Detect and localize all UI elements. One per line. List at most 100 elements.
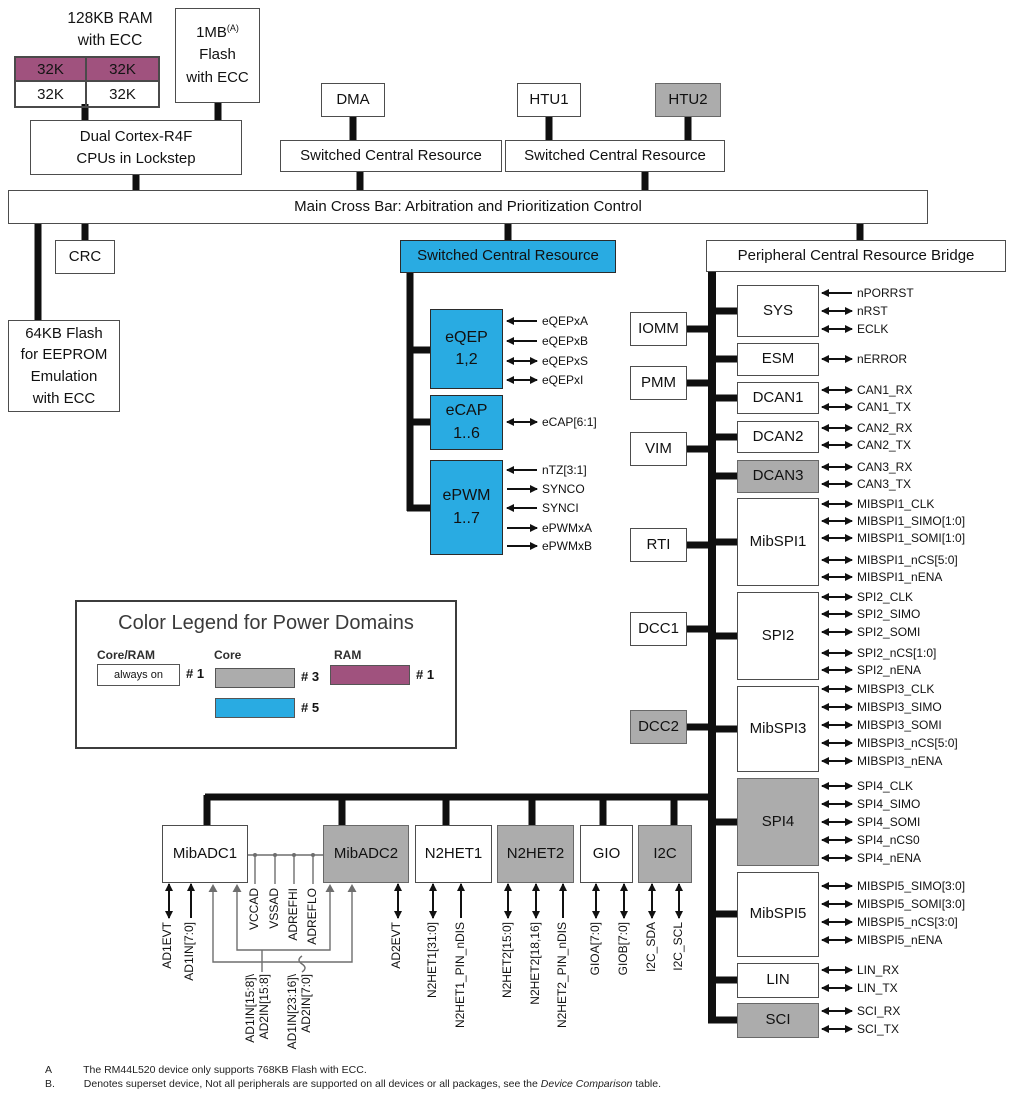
arrow-bidir-icon [822,324,852,334]
mibspi3-box: MibSPI3 [737,686,819,772]
signal-row: MIBSPI3_SIMO [822,700,942,714]
signal-label: ECLK [857,322,889,336]
signal-label: MIBSPI3_SIMO [857,700,942,714]
pin-label: GIOB[7:0] [616,922,630,976]
power-domain-legend: Color Legend for Power Domains Core/RAM … [75,600,457,749]
flash-line2: Flash [199,46,236,64]
rti-box: RTI [630,528,687,562]
pin-label: N2HET1[31:0] [425,922,439,999]
legend-gray-swatch [215,668,295,688]
dcc2-box: DCC2 [630,710,687,744]
arrow-bidir-icon [822,799,852,809]
arrow-bidir-icon [822,354,852,364]
legend-blue-swatch [215,698,295,718]
eqep-range: 1,2 [455,351,478,368]
bridge-box: Peripheral Central Resource Bridge [706,240,1006,272]
arrow-bidir-icon [507,417,537,427]
pin-label: AD2EVT [389,922,403,969]
legend-col-core-ram: Core/RAM [97,648,156,662]
signal-label: eCAP[6:1] [542,415,597,429]
signal-label: eQEPxS [542,354,589,368]
scr-right-box: Switched Central Resource [505,140,725,172]
scr-left-box: Switched Central Resource [280,140,502,172]
cpu-line2: CPUs in Lockstep [76,149,196,167]
crossbar-box: Main Cross Bar: Arbitration and Prioriti… [8,190,928,224]
signal-row: MIBSPI5_nCS[3:0] [822,915,958,929]
arrow-bidir-icon [822,835,852,845]
signal-label: SYNCI [542,501,579,515]
footnote-a-text: The RM44L520 device only supports 768KB … [83,1064,367,1076]
eqep-name: eQEP [445,328,488,346]
eqep-box: eQEP 1,2 [430,309,503,389]
htu2-box: HTU2 [655,83,721,117]
mibspi5-box: MibSPI5 [737,872,819,957]
legend-count-blue: # 5 [301,700,320,715]
pin-label: VCCAD [247,888,261,931]
signal-row: MIBSPI1_nCS[5:0] [822,553,958,567]
arrow-bidir-icon [822,1006,852,1016]
arrow-bidir-icon [822,738,852,748]
signal-label: MIBSPI1_SOMI[1:0] [857,531,966,545]
arrow-in-icon [507,336,537,346]
signal-label: nERROR [857,352,908,366]
n2het2-box: N2HET2 [497,825,574,883]
arrow-bidir-icon [822,572,852,582]
pin-label: GIOA[7:0] [588,922,602,976]
signal-row: MIBSPI1_SIMO[1:0] [822,514,965,528]
signal-label: SPI4_CLK [857,779,914,793]
arrow-bidir-icon [531,884,540,918]
mibadc1-box: MibADC1 [162,825,248,883]
pin-label: N2HET1_PIN_nDIS [453,922,467,1029]
signal-label: CAN1_TX [857,400,912,414]
signal-row: SPI4_CLK [822,779,914,793]
spi4-box: SPI4 [737,778,819,866]
n2het1-box: N2HET1 [415,825,492,883]
signal-row: CAN1_TX [822,400,912,414]
ecap-name: eCAP [445,402,488,420]
signal-label: MIBSPI3_CLK [857,682,935,696]
signal-label: SPI2_nENA [857,663,922,677]
arrow-out-icon [507,484,537,494]
signal-label: MIBSPI5_SIMO[3:0] [857,879,966,893]
arrow-bidir-icon [822,684,852,694]
pin-label: N2HET2[15:0] [500,922,514,999]
signal-row: eQEPxB [507,334,589,348]
arrow-in-icon [507,465,537,475]
arrow-bidir-icon [822,965,852,975]
pin-label: ADREFHI [286,888,300,941]
footnote-b-emphasis: Device Comparison [540,1078,633,1090]
signal-row: SCI_RX [822,1004,900,1018]
epwm-name: ePWM [442,487,491,505]
signal-row: CAN2_RX [822,421,912,435]
pin-label: AD2IN[15:8] [257,974,271,1040]
signal-row: LIN_RX [822,963,899,977]
signal-row: MIBSPI5_nENA [822,933,942,947]
signal-label: MIBSPI3_nENA [857,754,943,768]
arrow-bidir-icon [674,884,683,918]
signal-row: MIBSPI1_SOMI[1:0] [822,531,966,545]
pin-label: N2HET2[18,16] [528,922,542,1005]
arrow-bidir-icon [507,375,537,385]
arrow-bidir-icon [822,899,852,909]
arrow-bidir-icon [822,479,852,489]
flash-box: 1MB(A) Flash with ECC [175,8,260,103]
signal-label: eQEPxB [542,334,589,348]
esm-box: ESM [737,343,819,376]
ram-cell: 32K [16,58,87,82]
signal-label: eQEPxI [542,373,584,387]
arrow-bidir-icon [822,665,852,675]
signal-row: MIBSPI5_SOMI[3:0] [822,897,965,911]
arrow-in-icon [822,288,852,298]
pin-label: AD2IN[7:0] [299,974,313,1033]
footnote-b: B. Denotes superset device, Not all peri… [45,1078,661,1090]
legend-title: Color Legend for Power Domains [118,612,414,634]
signal-label: nRST [857,304,888,318]
flash-footnote-ref: (A) [226,22,239,33]
footnote-a-id: A [45,1064,52,1076]
arrow-bidir-icon [822,423,852,433]
signal-label: MIBSPI5_nCS[3:0] [857,915,958,929]
legend-count-gray: # 3 [301,669,320,684]
arrow-bidir-icon [428,884,437,918]
signal-row: CAN3_TX [822,477,911,491]
